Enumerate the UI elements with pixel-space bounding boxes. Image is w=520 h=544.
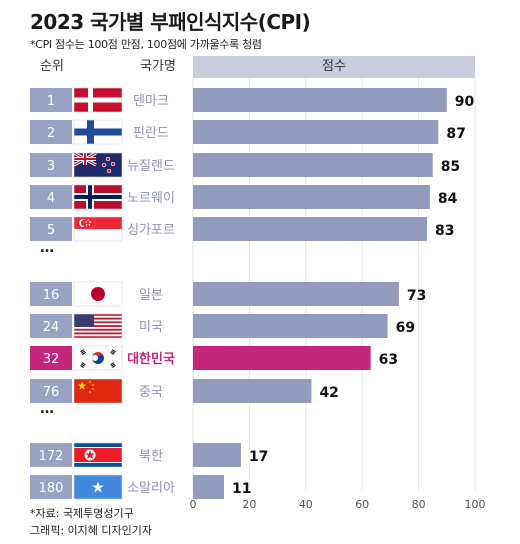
denmark-flag: [73, 87, 123, 113]
chart-title: 2023 국가별 부패인식지수(CPI): [30, 10, 311, 34]
x-tick-label: 0: [190, 498, 197, 511]
new-zealand-flag: [73, 151, 123, 178]
x-tick-label: 20: [242, 498, 256, 511]
rank-label: 24: [43, 320, 60, 335]
korea-flag: [73, 345, 123, 371]
credit-note: 그래픽: 이지혜 디자인기자: [30, 524, 153, 537]
rank-box: [30, 314, 72, 338]
bar: [193, 379, 312, 403]
country-label: 노르웨이: [127, 191, 175, 206]
rank-box: [30, 475, 72, 499]
rank-label: 172: [39, 449, 64, 464]
x-tick-label: 80: [412, 498, 426, 511]
bar: [193, 120, 439, 144]
value-label: 17: [249, 449, 268, 465]
value-label: 85: [441, 159, 460, 175]
usa-flag: [73, 313, 123, 339]
finland-flag: [73, 119, 123, 145]
country-label: 일본: [139, 288, 163, 303]
bar: [193, 443, 241, 467]
rank-label: 3: [47, 159, 55, 174]
rank-label: 1: [47, 94, 55, 109]
score-header: 점수: [193, 56, 475, 78]
bar: [193, 185, 430, 209]
rank-label: 4: [47, 191, 55, 206]
country-label: 핀란드: [133, 126, 169, 141]
bar: [193, 475, 225, 499]
rank-box: [30, 217, 72, 241]
rank-box: [30, 443, 72, 467]
rank-box: [30, 346, 72, 370]
chart-subtitle: *CPI 점수는 100점 만점, 100점에 가까울수록 청렴: [30, 38, 262, 51]
value-label: 87: [446, 126, 465, 142]
rank-label: 5: [47, 223, 55, 238]
japan-flag: [73, 281, 123, 307]
norway-flag: [73, 184, 123, 210]
bar: [193, 282, 399, 306]
value-label: 69: [396, 320, 415, 336]
value-label: 90: [455, 94, 475, 110]
value-label: 84: [438, 191, 458, 207]
country-label: 중국: [139, 385, 163, 400]
value-label: 63: [379, 352, 398, 368]
bar: [193, 217, 428, 241]
bar: [193, 314, 388, 338]
country-label: 미국: [139, 320, 163, 335]
country-header: 국가명: [140, 59, 176, 74]
rank-box: [30, 153, 72, 177]
china-flag: [73, 378, 123, 404]
rank-label: 2: [47, 126, 55, 141]
ellipsis: …: [40, 401, 54, 417]
country-label: 소말리아: [127, 481, 175, 496]
country-label: 싱가포르: [127, 223, 175, 238]
value-label: 42: [319, 385, 338, 401]
country-label: 북한: [139, 449, 163, 464]
country-label: 덴마크: [133, 94, 169, 109]
country-label: 대한민국: [127, 351, 175, 367]
rank-box: [30, 120, 72, 144]
rank-box: [30, 185, 72, 209]
x-tick-label: 60: [355, 498, 369, 511]
bar: [193, 88, 447, 112]
north-korea-flag: [73, 442, 123, 468]
rank-box: [30, 282, 72, 306]
x-tick-label: 40: [299, 498, 313, 511]
value-label: 11: [232, 481, 251, 497]
rank-header: 순위: [40, 59, 64, 74]
rank-label: 16: [43, 288, 60, 303]
singapore-flag: [73, 216, 123, 242]
somalia-flag: [73, 474, 123, 500]
value-label: 73: [407, 288, 426, 304]
source-note: *자료: 국제투명성기구: [30, 507, 134, 520]
country-label: 뉴질랜드: [127, 159, 175, 174]
rank-box: [30, 379, 72, 403]
rank-box: [30, 88, 72, 112]
value-label: 83: [435, 223, 454, 239]
x-tick-label: 100: [465, 498, 486, 511]
bar: [193, 346, 371, 370]
rank-label: 180: [39, 481, 64, 496]
rank-label: 32: [43, 352, 60, 367]
rank-label: 76: [43, 385, 60, 400]
ellipsis: …: [40, 240, 54, 256]
bar: [193, 153, 433, 177]
